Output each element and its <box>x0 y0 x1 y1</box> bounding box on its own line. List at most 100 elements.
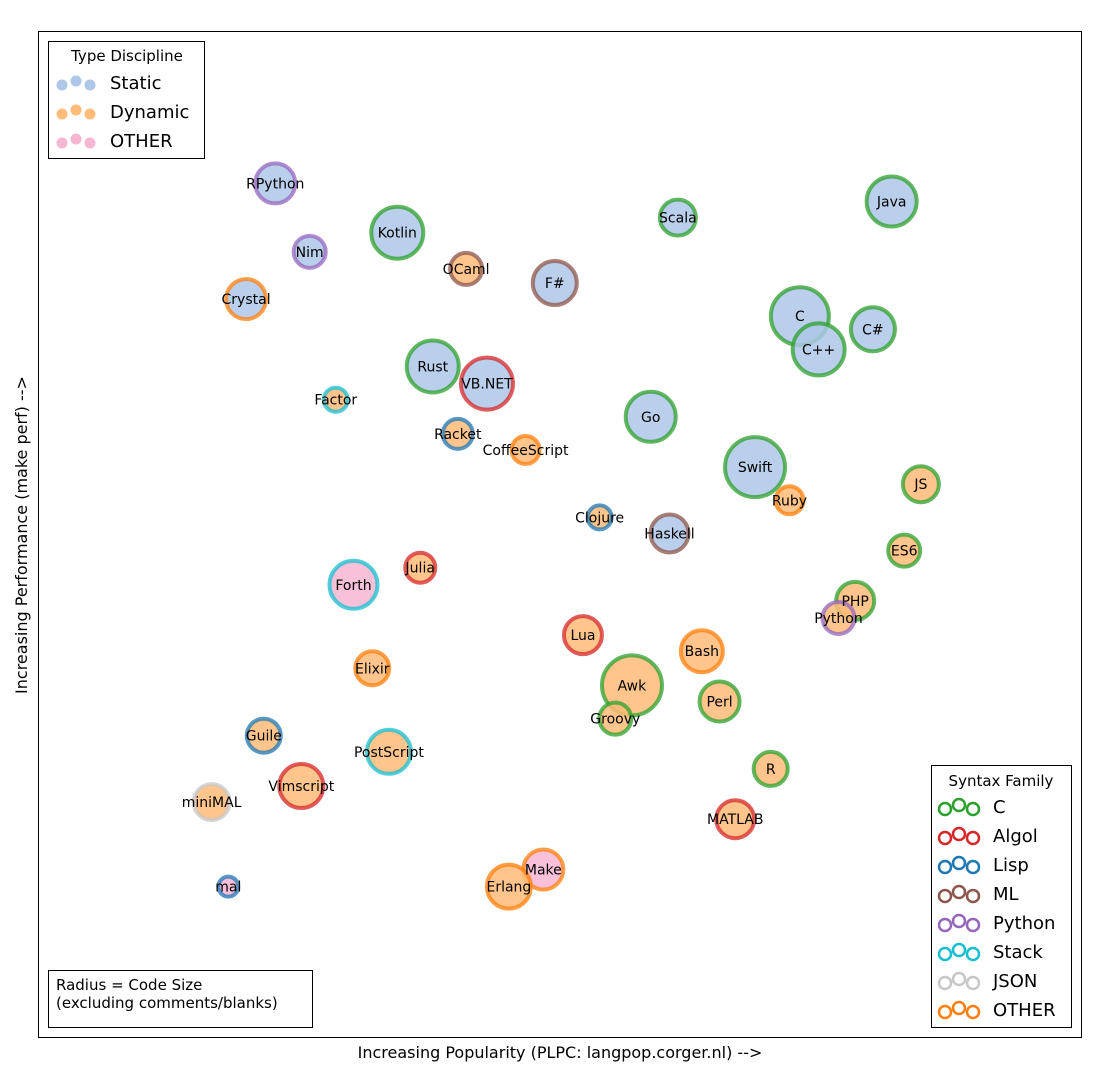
bubble-lua <box>561 614 604 657</box>
syntax-legend-marker-json <box>951 971 967 987</box>
syntax-family-legend: Syntax Family C Algol Lisp ML Python Stack JSO… <box>931 765 1072 1028</box>
bubble-es6 <box>886 532 923 569</box>
bubble-erlang <box>484 862 533 911</box>
bubble-label-nim: Nim <box>296 245 324 261</box>
radius-note-line-2: (excluding comments/blanks) <box>56 994 278 1012</box>
type-legend-marker-other <box>70 133 82 145</box>
syntax-legend-label-other: OTHER <box>993 1000 1056 1021</box>
bubble-label-r: R <box>766 762 776 778</box>
type-discipline-legend: Type Discipline Static Dynamic OTHER <box>48 41 205 159</box>
bubble-layer <box>191 161 941 911</box>
syntax-legend-marker-algol <box>937 830 953 846</box>
bubble-ruby <box>773 484 806 517</box>
syntax-legend-label-json: JSON <box>992 971 1037 992</box>
syntax-legend-label-algol: Algol <box>993 826 1038 847</box>
bubble-rpython <box>253 161 298 206</box>
syntax-legend-marker-c <box>965 801 981 817</box>
syntax-legend-marker-stack <box>951 942 967 958</box>
type-legend-marker-static <box>70 75 82 87</box>
x-axis-label: Increasing Popularity (PLPC: langpop.cor… <box>358 1043 763 1062</box>
bubble-label-rpython: RPython <box>246 176 304 192</box>
bubble-label-mal: mal <box>215 880 241 896</box>
bubble-label-csharp: C# <box>862 322 884 338</box>
bubble-julia <box>403 550 438 585</box>
bubble-haskell <box>648 512 691 555</box>
type-legend-label-other: OTHER <box>110 131 173 152</box>
syntax-legend-marker-lisp <box>965 859 981 875</box>
type-legend-marker-static <box>84 79 96 91</box>
syntax-legend-marker-ml <box>937 888 953 904</box>
syntax-legend-label-c: C <box>993 797 1006 818</box>
syntax-legend-marker-c <box>937 801 953 817</box>
bubble-label-swift: Swift <box>738 460 773 476</box>
bubble-label-clojure: Clojure <box>575 510 624 526</box>
bubble-scala <box>657 197 698 238</box>
syntax-legend-label-python: Python <box>993 913 1055 934</box>
bubble-label-make: Make <box>525 862 562 878</box>
plot-frame <box>38 31 1082 1038</box>
syntax-legend-marker-other <box>937 1004 953 1020</box>
type-legend-label-dynamic: Dynamic <box>110 102 189 123</box>
bubble-label-lua: Lua <box>570 628 595 644</box>
bubble-label-go: Go <box>641 410 660 426</box>
bubble-cplusplus <box>790 321 847 378</box>
syntax-legend-marker-json <box>937 975 953 991</box>
type-legend-title: Type Discipline <box>70 47 183 65</box>
bubble-vimscript <box>277 762 326 810</box>
bubble-label-awk: Awk <box>618 678 647 694</box>
bubble-guile <box>244 716 283 755</box>
radius-note-line-1: Radius = Code Size <box>56 976 202 994</box>
bubble-java <box>864 174 919 229</box>
radius-note: Radius = Code Size (excluding comments/b… <box>48 970 313 1028</box>
bubble-label-cplusplus: C++ <box>802 342 835 358</box>
bubble-label-matlab: MATLAB <box>707 812 763 828</box>
bubble-minimal <box>191 782 232 823</box>
bubble-label-minimal: miniMAL <box>182 795 242 811</box>
bubble-bash <box>678 628 725 675</box>
syntax-legend-marker-algol <box>965 830 981 846</box>
syntax-legend-label-lisp: Lisp <box>993 855 1029 876</box>
type-legend-marker-dynamic <box>70 104 82 116</box>
bubble-csharp <box>848 305 897 354</box>
syntax-legend-marker-stack <box>937 946 953 962</box>
bubble-rust <box>404 338 461 395</box>
type-legend-marker-dynamic <box>84 108 96 120</box>
bubble-label-layer: RPythonNimKotlinOCamlF#ScalaJavaCrystalC… <box>182 176 928 895</box>
type-legend-marker-dynamic <box>56 108 68 120</box>
syntax-legend-marker-python <box>951 913 967 929</box>
bubble-label-bash: Bash <box>685 644 719 660</box>
bubble-label-crystal: Crystal <box>222 292 271 308</box>
bubble-racket <box>440 416 475 451</box>
bubble-label-ocaml: OCaml <box>443 262 490 278</box>
bubble-label-guile: Guile <box>246 729 282 745</box>
bubble-factor <box>321 385 350 414</box>
bubble-label-ruby: Ruby <box>772 493 807 509</box>
bubble-clojure <box>585 503 614 532</box>
syntax-legend-marker-python <box>965 917 981 933</box>
bubble-label-python: Python <box>814 611 863 627</box>
bubble-ocaml <box>448 250 485 287</box>
syntax-legend-title: Syntax Family <box>949 772 1054 790</box>
bubble-perl <box>697 679 742 724</box>
bubble-crystal <box>224 277 269 322</box>
bubble-label-java: Java <box>876 195 907 211</box>
bubble-label-vb-net: VB.NET <box>461 377 513 393</box>
bubble-label-js: JS <box>913 477 927 493</box>
bubble-postscript <box>364 727 413 776</box>
bubble-label-es6: ES6 <box>891 544 918 560</box>
bubble-label-scala: Scala <box>659 211 697 227</box>
radius-note-frame <box>48 970 313 1028</box>
bubble-label-vimscript: Vimscript <box>268 779 334 795</box>
syntax-legend-marker-other <box>965 1004 981 1020</box>
syntax-legend-marker-stack <box>965 946 981 962</box>
bubble-go <box>623 389 678 444</box>
bubble-label-elixir: Elixir <box>355 661 390 677</box>
bubble-label-julia: Julia <box>405 561 435 577</box>
type-legend-label-static: Static <box>110 73 161 94</box>
syntax-legend-marker-ml <box>951 884 967 900</box>
syntax-legend-marker-other <box>951 1000 967 1016</box>
syntax-legend-marker-lisp <box>937 859 953 875</box>
bubble-label-coffeescript: CoffeeScript <box>483 443 569 459</box>
y-axis-label: Increasing Performance (make perf) --> <box>12 376 31 694</box>
bubble-mal <box>216 874 241 899</box>
